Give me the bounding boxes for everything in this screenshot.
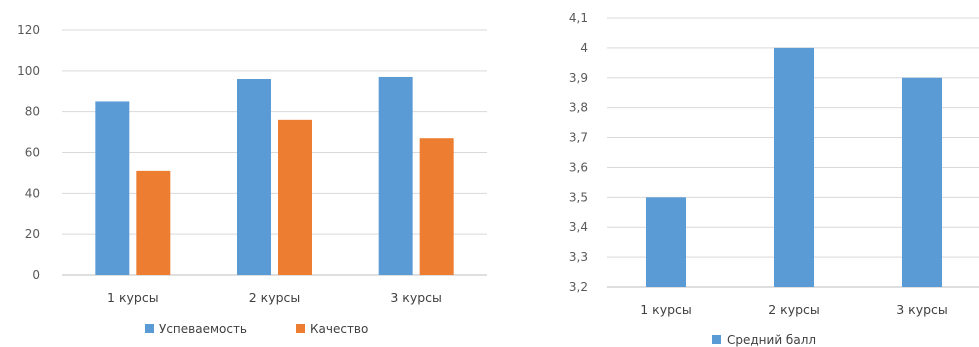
legend-label: Качество: [310, 322, 368, 336]
bar: [646, 197, 686, 287]
bar: [419, 138, 454, 275]
category-label: 1 курсы: [640, 302, 692, 317]
y-tick-label: 60: [25, 146, 40, 160]
y-tick-label: 3,5: [569, 190, 588, 204]
y-tick-label: 0: [32, 268, 40, 282]
bar: [95, 101, 130, 275]
y-tick-label: 3,4: [569, 220, 588, 234]
bar: [902, 77, 942, 288]
bar: [278, 119, 312, 275]
y-tick-label: 3,2: [569, 280, 588, 294]
y-tick-label: 100: [17, 64, 40, 78]
category-label: 1 курсы: [107, 290, 159, 305]
y-tick-label: 3,6: [569, 160, 588, 174]
y-tick-label: 3,7: [569, 131, 588, 145]
category-label: 3 курсы: [390, 290, 442, 305]
y-tick-label: 40: [25, 186, 40, 200]
legend-label: Успеваемость: [159, 322, 247, 336]
bar: [136, 170, 171, 275]
y-tick-label: 20: [25, 227, 40, 241]
performance-quality-chart: 0 20 40 60 80 100 120 1 курсы 2 курсы 3 курсы Успе…: [17, 23, 487, 336]
legend-label: Средний балл: [727, 333, 816, 347]
category-label: 3 курсы: [896, 302, 948, 317]
bar: [378, 76, 413, 275]
y-tick-label: 3,9: [569, 71, 588, 85]
category-label: 2 курсы: [249, 290, 301, 305]
bar: [774, 47, 814, 288]
y-tick-label: 3,3: [569, 250, 588, 264]
category-label: 2 курсы: [768, 302, 820, 317]
y-tick-label: 80: [25, 105, 40, 119]
legend-swatch: [296, 324, 305, 333]
legend-swatch: [712, 335, 721, 344]
y-tick-label: 4,1: [569, 11, 588, 25]
legend-swatch: [145, 324, 154, 333]
y-tick-label: 4: [580, 41, 588, 55]
bar: [237, 79, 271, 275]
y-tick-label: 120: [17, 23, 40, 37]
y-tick-label: 3,8: [569, 101, 588, 115]
